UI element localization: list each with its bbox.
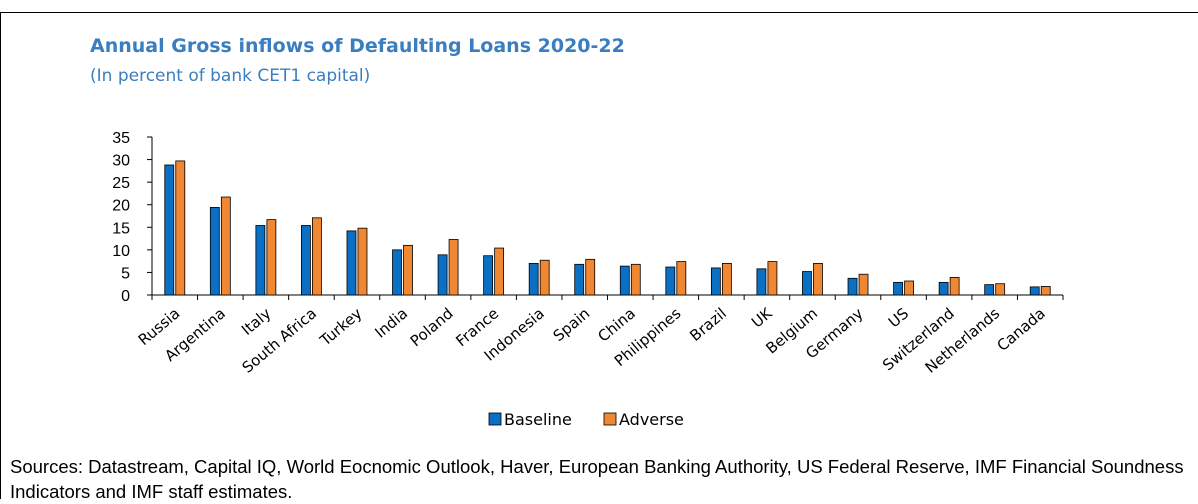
- y-tick-label: 25: [112, 175, 130, 192]
- bar-baseline: [1029, 286, 1040, 296]
- x-category-label: US: [885, 304, 912, 331]
- y-tick-label: 20: [112, 198, 130, 215]
- bar-adverse: [676, 261, 687, 296]
- bar-baseline: [756, 268, 767, 296]
- y-tick-label: 30: [112, 153, 130, 170]
- x-category-label: Spain: [550, 304, 594, 345]
- top-right-rule: [1100, 12, 1198, 13]
- chart-title: Annual Gross inflows of Defaulting Loans…: [90, 35, 625, 57]
- bar-adverse: [539, 259, 550, 296]
- bar-baseline: [574, 263, 585, 296]
- bar-adverse: [858, 273, 869, 296]
- bar-adverse: [448, 239, 459, 296]
- bar-adverse: [630, 263, 641, 296]
- bar-baseline: [255, 225, 266, 296]
- chart-subtitle: (In percent of bank CET1 capital): [90, 66, 371, 86]
- y-tick-label: 35: [112, 130, 130, 147]
- left-border: [0, 12, 1, 499]
- y-tick-label: 15: [112, 220, 130, 237]
- bar-baseline: [437, 254, 448, 296]
- x-category-label: Canada: [994, 304, 1049, 354]
- legend-label-adverse: Adverse: [619, 410, 684, 429]
- legend-swatch-adverse: [603, 412, 617, 426]
- y-tick-label: 10: [112, 243, 130, 260]
- legend-label-baseline: Baseline: [504, 410, 572, 429]
- x-category-label: Turkey: [316, 304, 366, 350]
- bar-adverse: [585, 258, 596, 296]
- x-category-label: Brazil: [686, 304, 730, 345]
- bar-baseline: [209, 207, 220, 296]
- bar-baseline: [893, 281, 903, 296]
- bar-baseline: [984, 284, 995, 296]
- bar-baseline: [346, 230, 357, 296]
- bar-baseline: [938, 281, 949, 296]
- bar-baseline: [665, 266, 676, 296]
- x-category-label: India: [371, 304, 411, 341]
- bar-adverse: [266, 219, 277, 296]
- bar-baseline: [847, 277, 858, 296]
- bar-baseline: [710, 267, 721, 296]
- bar-baseline: [392, 249, 402, 296]
- bar-adverse: [312, 217, 322, 296]
- x-category-label: UK: [748, 304, 776, 332]
- top-border: [0, 12, 1100, 13]
- bar-adverse: [813, 262, 823, 296]
- bar-adverse: [904, 280, 914, 296]
- bar-adverse: [403, 244, 413, 296]
- bar-baseline: [802, 271, 812, 296]
- bar-adverse: [721, 262, 732, 296]
- bar-adverse: [767, 261, 778, 296]
- sources-footnote: Sources: Datastream, Capital IQ, World E…: [10, 456, 1184, 502]
- bar-adverse: [220, 196, 231, 296]
- bar-baseline: [483, 255, 494, 296]
- bar-adverse: [175, 160, 186, 296]
- bar-adverse: [494, 247, 505, 296]
- bar-adverse: [357, 227, 368, 296]
- bar-baseline: [619, 265, 630, 296]
- bar-adverse: [995, 283, 1006, 296]
- x-category-label: Italy: [238, 304, 275, 339]
- y-tick-label: 0: [121, 288, 130, 305]
- bar-adverse: [1040, 286, 1051, 296]
- y-tick-label: 5: [121, 265, 130, 282]
- legend-swatch-baseline: [488, 412, 502, 426]
- bar-baseline: [301, 225, 311, 296]
- bar-baseline: [164, 164, 175, 296]
- x-category-label: Poland: [407, 304, 457, 350]
- bar-adverse: [949, 276, 960, 296]
- bar-baseline: [528, 262, 539, 296]
